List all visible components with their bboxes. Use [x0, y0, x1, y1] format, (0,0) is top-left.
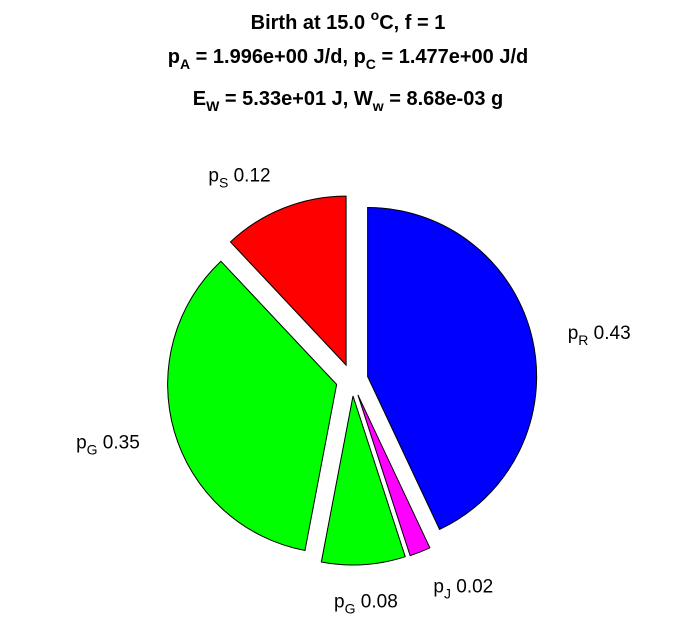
pie-slice-pj-1: [357, 394, 431, 557]
chart-title-line-2: pA = 1.996e+00 J/d, pC = 1.477e+00 J/d: [167, 46, 529, 72]
slice-label-0: pR 0.43: [568, 323, 631, 348]
slice-label-1: pJ 0.02: [433, 577, 493, 602]
slice-label-4: pS 0.12: [208, 166, 270, 191]
chart-title-line-1: Birth at 15.0 oC, f = 1: [250, 7, 446, 34]
pie-slice-pg-3: [167, 260, 338, 552]
pie-slice-ps-4: [229, 195, 347, 367]
slice-label-3: pG 0.35: [76, 433, 140, 458]
chart-title-line-3: EW = 5.33e+01 J, Ww = 8.68e-03 g: [192, 88, 504, 114]
slice-label-2: pG 0.08: [334, 592, 398, 617]
pie-slice-pr-0: [367, 207, 538, 531]
pie-slice-pg-2: [320, 395, 406, 566]
